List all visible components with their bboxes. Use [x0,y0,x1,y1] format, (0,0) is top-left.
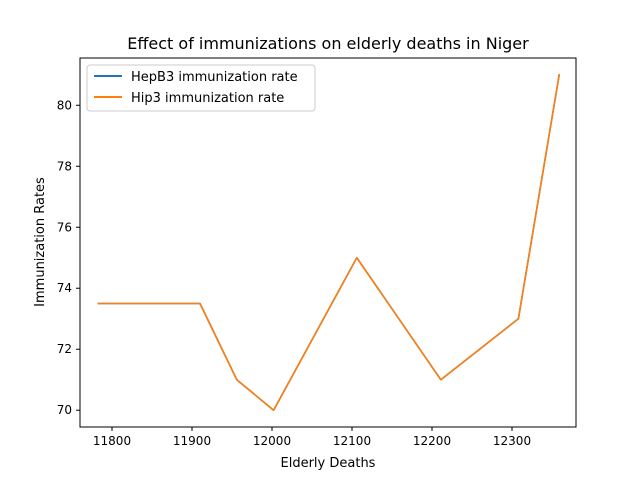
y-tick-label: 72 [57,342,72,356]
plot-area-frame [79,57,577,428]
x-tick-label: 12100 [333,434,371,448]
y-tick-label: 76 [57,220,72,234]
x-axis-label: Elderly Deaths [281,456,376,471]
y-axis-label: Immunization Rates [33,177,48,307]
series-line-hip3 [97,73,561,412]
y-tick-label: 80 [57,98,72,112]
x-tick-label: 11900 [173,434,211,448]
legend-box [86,64,316,112]
y-tick-label: 74 [57,281,72,295]
legend-label-hip3: Hip3 immunization rate [131,91,284,106]
y-tick-label: 70 [57,403,72,417]
x-tick-label: 12300 [493,434,531,448]
x-axis-ticks: 11800 11900 12000 12100 12200 12300 [93,427,531,448]
legend-label-hepb3: HepB3 immunization rate [131,70,298,85]
x-tick-label: 11800 [93,434,131,448]
legend: HepB3 immunization rate Hip3 immunizatio… [86,64,316,112]
y-tick-label: 78 [57,159,72,173]
x-tick-label: 12200 [413,434,451,448]
series-layer [97,73,561,412]
x-tick-label: 12000 [253,434,291,448]
y-axis-ticks: 70 72 74 76 78 80 [57,98,80,417]
chart-title: Effect of immunizations on elderly death… [127,34,529,53]
